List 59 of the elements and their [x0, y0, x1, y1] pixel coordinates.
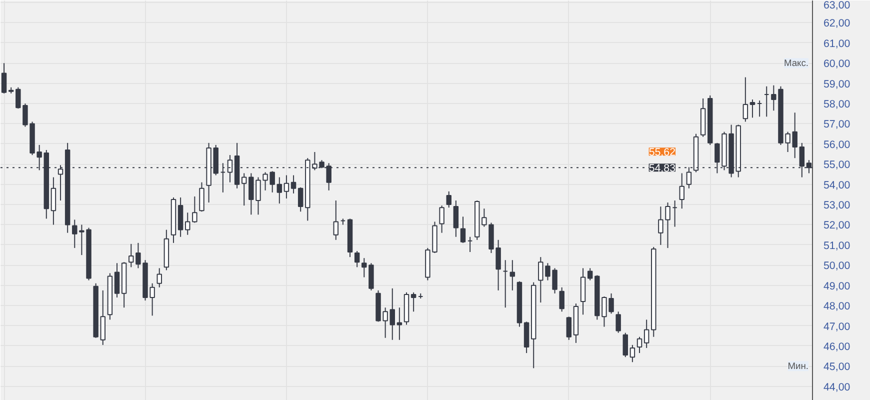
candlestick	[284, 174, 290, 199]
candlestick	[333, 200, 339, 240]
candlestick	[184, 212, 190, 236]
y-tick-label: 53,00	[824, 200, 850, 212]
candlestick	[396, 307, 402, 340]
candlestick	[50, 176, 56, 226]
y-tick-label: 44,00	[824, 381, 850, 394]
candlestick	[446, 190, 452, 208]
annotation: 55,62	[648, 146, 676, 159]
candlestick	[128, 243, 134, 268]
candlestick	[750, 98, 756, 118]
y-tick-label: 50,00	[824, 260, 850, 272]
candlestick	[510, 260, 516, 291]
candlestick	[630, 344, 636, 363]
y-tick-label: 63,00	[824, 0, 850, 12]
candlestick	[439, 205, 444, 234]
candlestick	[114, 262, 120, 298]
y-tick-label: 60,00	[824, 58, 850, 70]
candlestick	[390, 288, 395, 340]
y-tick-label: 61,00	[824, 38, 850, 50]
annotation: Макс.	[784, 58, 809, 68]
candlestick	[460, 216, 466, 244]
candlestick	[290, 174, 296, 194]
candlestick	[587, 268, 593, 281]
y-tick-label: 62,00	[824, 18, 850, 30]
candlestick	[616, 311, 621, 334]
candlestick	[354, 250, 360, 268]
y-tick-label: 56,00	[824, 138, 850, 151]
candlestick	[192, 196, 198, 224]
y-tick-label: 54,00	[824, 179, 850, 192]
candlestick	[559, 286, 564, 312]
candlestick	[241, 172, 247, 206]
y-tick-label: 46,00	[824, 340, 850, 353]
candlestick	[566, 316, 572, 340]
y-tick-label: 59,00	[824, 78, 850, 90]
y-tick-label: 57,00	[824, 118, 850, 131]
candlestick	[199, 182, 204, 212]
candlestick	[100, 290, 106, 346]
y-tick-label: 47,00	[824, 320, 850, 333]
candlestick	[1, 62, 7, 94]
y-tick-label: 49,00	[824, 280, 850, 292]
y-tick-label: 55,00	[824, 159, 850, 172]
y-tick-label: 52,00	[824, 220, 850, 232]
candlestick	[636, 336, 642, 354]
y-tick-label: 51,00	[824, 240, 850, 252]
y-tick-label: 45,00	[824, 361, 850, 374]
candlestick	[742, 76, 748, 122]
candlestick	[622, 332, 628, 358]
candlestick	[298, 186, 304, 212]
annotation: Мин.	[788, 361, 809, 372]
ref-line-label: 54,83	[648, 162, 676, 175]
y-tick-label: 48,00	[824, 300, 850, 313]
y-tick-label: 58,00	[824, 98, 850, 111]
candlestick	[410, 292, 416, 312]
candlestick	[276, 176, 282, 204]
candlestick	[156, 268, 162, 288]
candlestick	[644, 319, 650, 348]
candlestick	[679, 172, 684, 210]
candlestick	[453, 200, 459, 238]
